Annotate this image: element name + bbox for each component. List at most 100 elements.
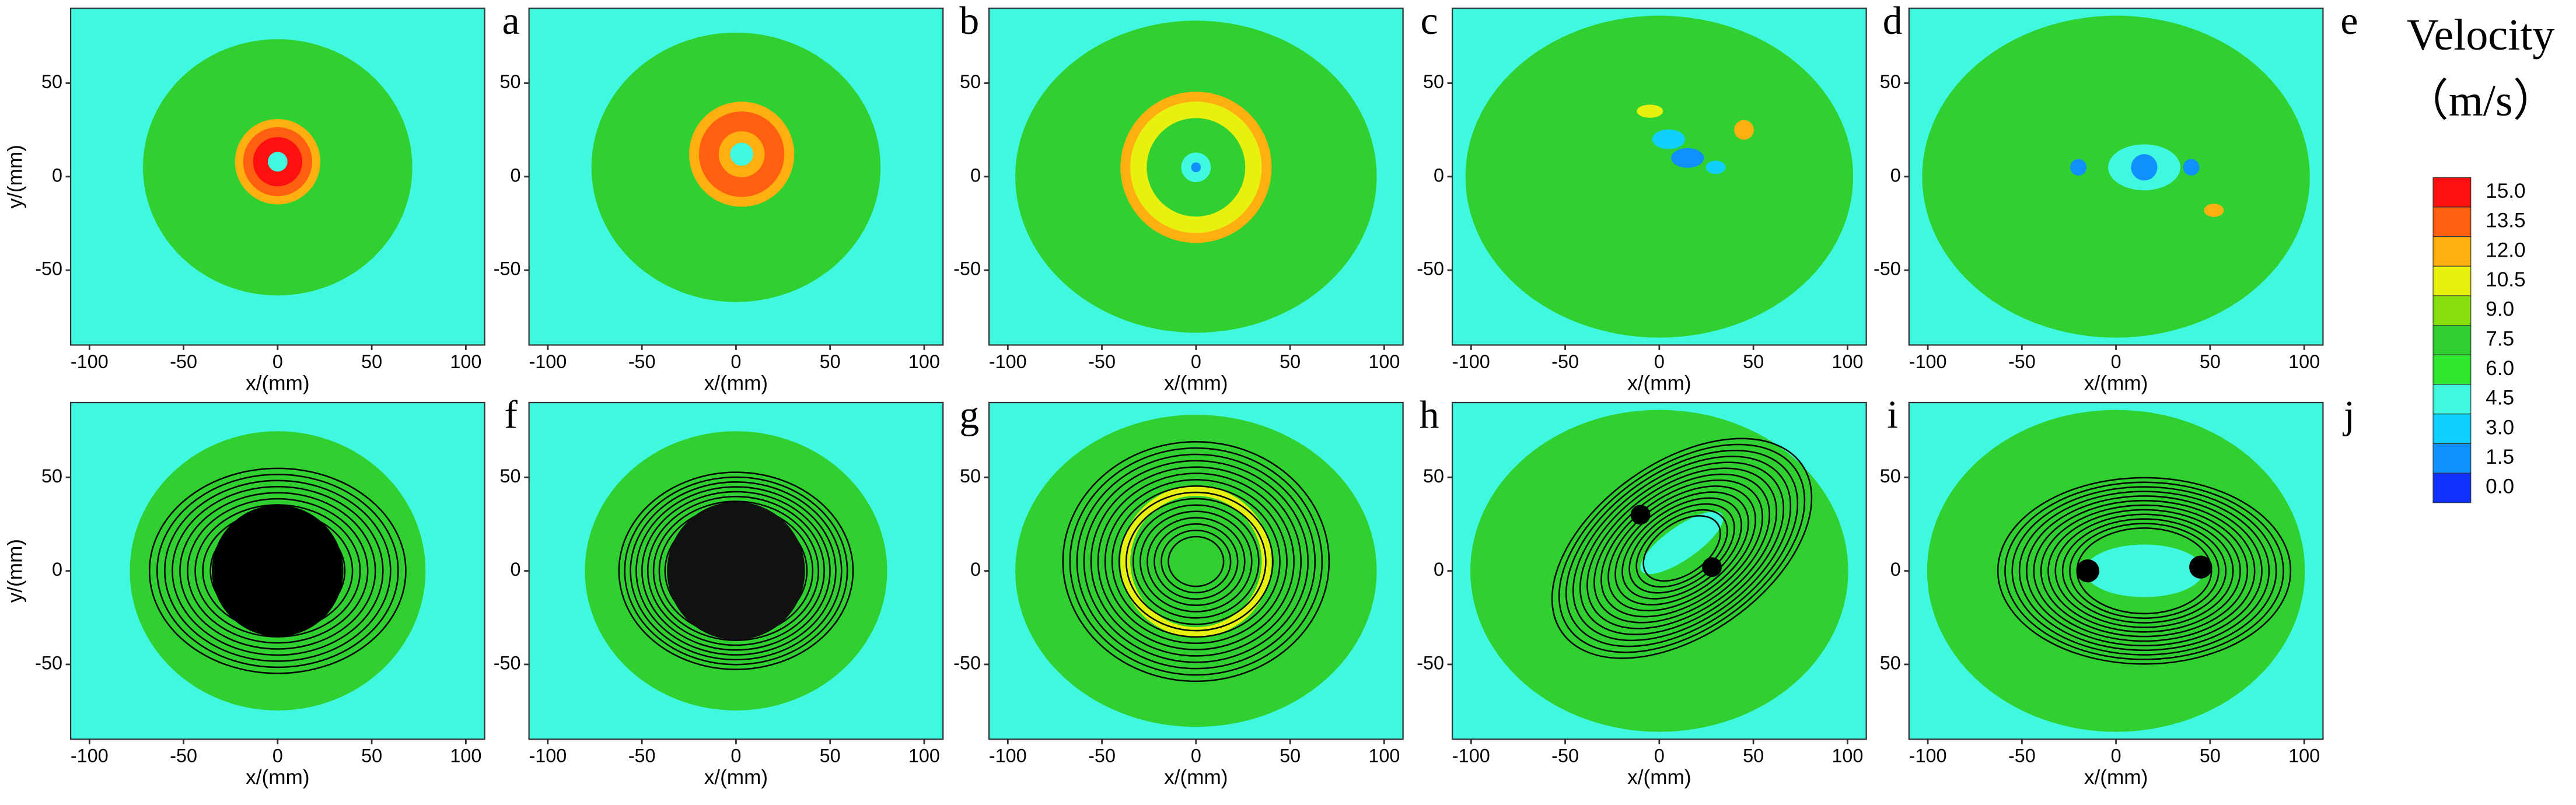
contour-spot: [1637, 104, 1663, 118]
streamline: [1607, 485, 1756, 612]
colorbar-label: 15.0: [2486, 180, 2526, 202]
x-axis-label: x/(mm): [2084, 372, 2148, 394]
x-tick-label: 100: [908, 746, 940, 766]
y-axis-label: y/(mm): [4, 145, 26, 208]
streamline: [2011, 486, 2277, 656]
x-tick-label: -50: [1088, 351, 1116, 372]
plot-area: [529, 402, 943, 740]
colorbar-label: 12.0: [2486, 239, 2526, 261]
x-tick-label: 50: [1280, 351, 1301, 372]
streamline: [1628, 503, 1735, 594]
streamline: [1593, 473, 1770, 624]
streamline: [2054, 513, 2234, 628]
streamline: [2047, 509, 2241, 633]
contour-spot: [1652, 129, 1686, 149]
x-tick-label: -100: [71, 351, 109, 372]
y-tick-label: 0: [1890, 164, 1901, 186]
streamline: [1997, 477, 2292, 665]
plot-area: [1909, 402, 2323, 740]
y-tick-label: -50: [953, 652, 981, 673]
colorbar-title: Velocity: [2407, 10, 2554, 60]
colorbar-swatch: [2432, 265, 2472, 296]
x-tick-label: 50: [2200, 746, 2221, 766]
streamline: [172, 485, 384, 656]
x-tick-label: -50: [628, 351, 656, 372]
streamline: [1140, 510, 1253, 612]
streamline: [1097, 473, 1295, 650]
streamline: [1147, 517, 1246, 606]
colorbar-swatch: [2432, 473, 2472, 503]
x-tick-label: -100: [1452, 351, 1490, 372]
contour-ring: [1191, 162, 1201, 173]
x-tick-label: 50: [1743, 746, 1764, 766]
y-tick-label: 50: [960, 466, 981, 487]
panel-label: e: [2340, 0, 2358, 43]
streamline: [1118, 491, 1274, 632]
plot-area: [1452, 402, 1867, 740]
x-tick-label: 100: [2288, 746, 2320, 766]
plot-area: [529, 8, 943, 345]
contour-spot: [1705, 160, 1726, 174]
colorbar-swatch: [2432, 295, 2472, 326]
y-tick-label: -50: [35, 258, 62, 279]
streamline: [2026, 495, 2263, 647]
y-tick-label: 50: [1423, 466, 1444, 487]
streamline: [2069, 523, 2220, 620]
colorbar-swatch: [2432, 414, 2472, 444]
streamline: [646, 495, 825, 646]
x-tick-label: -100: [989, 746, 1027, 766]
contour-ring: [1130, 495, 1262, 628]
panel-label: i: [1887, 393, 1898, 437]
streamline: [1083, 460, 1309, 663]
x-tick-label: 100: [1368, 746, 1400, 766]
panel-label: j: [2343, 393, 2355, 437]
colorbar-label: 10.5: [2486, 268, 2526, 291]
contour-region: [1465, 15, 1854, 338]
streamline: [2018, 491, 2270, 651]
colorbar-swatch: [2432, 206, 2472, 237]
x-tick-label: 0: [272, 351, 283, 372]
y-tick-label: -50: [35, 652, 62, 673]
streamline: [1161, 529, 1232, 594]
contour-spot: [1640, 511, 1724, 575]
plot-area: [71, 402, 485, 740]
streamline: [630, 481, 843, 661]
x-axis-label: x/(mm): [2084, 766, 2148, 789]
x-tick-label: 100: [1368, 351, 1400, 372]
x-axis-label: x/(mm): [246, 766, 309, 789]
streamline: [1069, 447, 1323, 676]
panel-label: a: [502, 0, 520, 43]
x-tick-label: 100: [908, 351, 940, 372]
panel-label: d: [1883, 0, 1903, 43]
x-tick-label: -50: [2008, 351, 2036, 372]
x-tick-label: 50: [820, 351, 841, 372]
streamline: [1565, 449, 1799, 648]
panel-label: c: [1421, 0, 1438, 43]
streamline: [1635, 509, 1728, 588]
x-axis-label: x/(mm): [1164, 372, 1228, 394]
x-axis-label: x/(mm): [1627, 766, 1691, 789]
y-tick-label: -50: [1417, 652, 1444, 673]
y-tick-label: 50: [960, 71, 981, 92]
colorbar-label: 3.0: [2486, 416, 2514, 439]
contour-spot: [1734, 120, 1754, 140]
streamline: [156, 474, 399, 668]
x-tick-label: 0: [730, 746, 741, 766]
streamline: [1551, 438, 1813, 659]
x-tick-label: 100: [2288, 351, 2320, 372]
y-tick-label: 0: [970, 559, 981, 580]
streamline: [1111, 485, 1281, 638]
streamline: [2040, 504, 2249, 638]
contour-ring: [730, 142, 753, 166]
contour-ring: [267, 152, 288, 172]
x-tick-label: -50: [628, 746, 656, 766]
x-tick-label: -50: [1551, 351, 1579, 372]
streamline: [1090, 466, 1302, 657]
x-tick-label: 0: [1191, 746, 1201, 766]
x-tick-label: 0: [730, 351, 741, 372]
contour-spot: [2189, 555, 2213, 579]
colorbar-swatch: [2432, 236, 2472, 267]
x-tick-label: 50: [1280, 746, 1301, 766]
streamline: [1586, 467, 1778, 629]
